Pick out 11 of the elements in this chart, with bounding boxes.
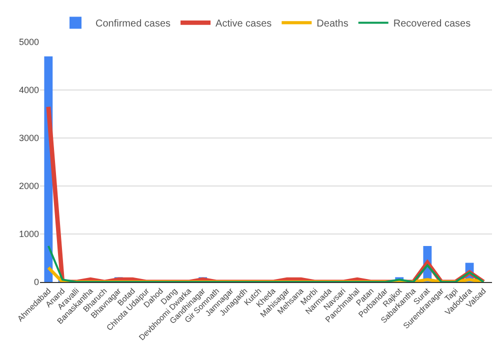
legend-label: Active cases: [216, 18, 272, 30]
y-tick-label: 4000: [18, 85, 39, 96]
line-series: [47, 245, 485, 282]
y-tick-label: 0: [34, 277, 39, 288]
y-tick-label: 1000: [18, 229, 39, 240]
legend-label: Deaths: [316, 18, 348, 30]
y-tick-label: 3000: [18, 133, 39, 144]
y-tick-label: 2000: [18, 181, 39, 192]
legend-label: Recovered cases: [393, 18, 471, 30]
y-tick-label: 5000: [18, 37, 39, 48]
legend-label: Confirmed cases: [96, 18, 171, 30]
